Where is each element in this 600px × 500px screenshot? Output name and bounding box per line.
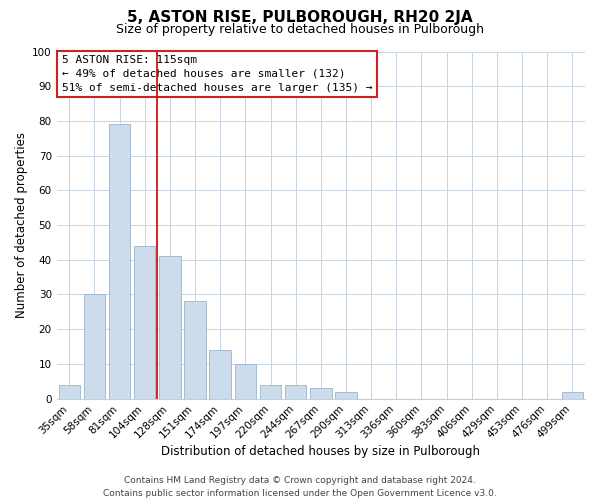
X-axis label: Distribution of detached houses by size in Pulborough: Distribution of detached houses by size … xyxy=(161,444,481,458)
Y-axis label: Number of detached properties: Number of detached properties xyxy=(15,132,28,318)
Bar xyxy=(235,364,256,398)
Bar xyxy=(83,294,105,399)
Bar xyxy=(562,392,583,398)
Bar xyxy=(159,256,181,398)
Text: 5 ASTON RISE: 115sqm
← 49% of detached houses are smaller (132)
51% of semi-deta: 5 ASTON RISE: 115sqm ← 49% of detached h… xyxy=(62,55,373,93)
Bar xyxy=(260,384,281,398)
Bar xyxy=(184,302,206,398)
Bar xyxy=(134,246,155,398)
Bar xyxy=(285,384,307,398)
Bar xyxy=(310,388,332,398)
Text: Contains HM Land Registry data © Crown copyright and database right 2024.
Contai: Contains HM Land Registry data © Crown c… xyxy=(103,476,497,498)
Bar xyxy=(209,350,231,399)
Text: 5, ASTON RISE, PULBOROUGH, RH20 2JA: 5, ASTON RISE, PULBOROUGH, RH20 2JA xyxy=(127,10,473,25)
Text: Size of property relative to detached houses in Pulborough: Size of property relative to detached ho… xyxy=(116,22,484,36)
Bar xyxy=(59,384,80,398)
Bar xyxy=(335,392,356,398)
Bar xyxy=(109,124,130,398)
